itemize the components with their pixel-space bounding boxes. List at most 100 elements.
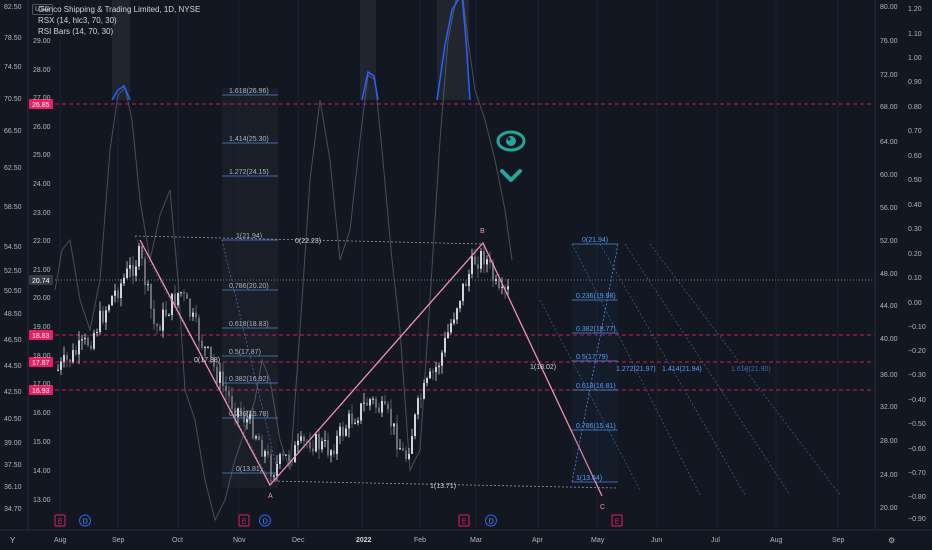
candle-body bbox=[393, 423, 395, 427]
candle-body bbox=[228, 391, 230, 397]
candle-body bbox=[171, 293, 173, 315]
bottom-left-y-button[interactable]: Y bbox=[10, 536, 16, 545]
projection-label: 1.414(21.94) bbox=[662, 366, 702, 373]
candle-body bbox=[132, 264, 134, 276]
price-axis-tick: 22.00 bbox=[33, 238, 51, 245]
price-axis-tick: 25.00 bbox=[33, 152, 51, 159]
fib-retrace-label: 1(13.64) bbox=[576, 475, 602, 482]
candle-body bbox=[441, 352, 443, 366]
price-axis-tick: 26.00 bbox=[33, 124, 51, 131]
candle-body bbox=[396, 423, 398, 450]
legend-symbol[interactable]: Genco Shipping & Trading Limited, 1D, NY… bbox=[38, 5, 201, 14]
rsx-axis-tick: 56.00 bbox=[880, 205, 898, 212]
channel-side-line bbox=[134, 235, 271, 482]
x-axis-label: Sep bbox=[832, 537, 845, 544]
candle-body bbox=[498, 279, 500, 288]
fib-retrace-label: 0(21.94) bbox=[582, 237, 608, 244]
rsi-bars-axis-tick: 0.80 bbox=[908, 104, 922, 111]
candle-body bbox=[222, 371, 224, 386]
event-marker-label: E bbox=[462, 519, 467, 526]
candle-body bbox=[321, 441, 323, 450]
channel-mid-label: 0(17.88) bbox=[194, 357, 220, 364]
fib-ext-label: 0.5(17.87) bbox=[229, 349, 261, 356]
pivot-label: A bbox=[268, 493, 273, 500]
rsi-bars-axis-tick: −0.40 bbox=[908, 397, 926, 404]
candle-body bbox=[147, 284, 149, 286]
left-axis-tick: 48.50 bbox=[4, 311, 22, 318]
candle-body bbox=[372, 398, 374, 400]
candle-body bbox=[465, 283, 467, 287]
candle-body bbox=[159, 326, 161, 331]
candle-body bbox=[63, 355, 65, 362]
candle-body bbox=[477, 264, 479, 269]
candle-body bbox=[177, 293, 179, 306]
rsi-bars-axis-tick: −0.20 bbox=[908, 348, 926, 355]
price-badge bbox=[29, 99, 53, 109]
x-axis-label: Apr bbox=[532, 537, 544, 544]
price-badge-label: 20.74 bbox=[32, 278, 50, 285]
candle-body bbox=[306, 441, 308, 443]
currency-badge: USD bbox=[32, 4, 53, 15]
event-marker-label: E bbox=[58, 519, 63, 526]
rsi-bars-axis-tick: 0.70 bbox=[908, 128, 922, 135]
candle-body bbox=[255, 436, 257, 439]
candle-body bbox=[87, 337, 89, 346]
legend-rsi-bars[interactable]: RSI Bars (14, 70, 30) bbox=[38, 27, 114, 36]
candle-body bbox=[483, 251, 485, 265]
rsi-bars-axis-tick: −0.60 bbox=[908, 446, 926, 453]
price-axis-tick: 24.00 bbox=[33, 181, 51, 188]
rsx-overbought-segment bbox=[361, 70, 379, 101]
channel-bottom-label: 1(13.71) bbox=[430, 483, 456, 490]
candle-body bbox=[384, 401, 386, 405]
candle-body bbox=[174, 293, 176, 306]
dividend-marker bbox=[259, 514, 271, 527]
rsx-axis-tick: 44.00 bbox=[880, 303, 898, 310]
candle-body bbox=[489, 259, 491, 263]
candle-body bbox=[423, 382, 425, 399]
candle-body bbox=[270, 454, 272, 477]
fib-retrace-label: 0.618(16.81) bbox=[576, 383, 616, 390]
candle-body bbox=[246, 419, 248, 423]
event-marker-label: E bbox=[242, 519, 247, 526]
channel-mid2-label: 1(18.02) bbox=[530, 364, 556, 371]
legend-rsx[interactable]: RSX (14, hlc3, 70, 30) bbox=[38, 16, 117, 25]
price-axis-tick: 19.00 bbox=[33, 324, 51, 331]
candle-body bbox=[186, 293, 188, 299]
price-badge bbox=[29, 385, 53, 395]
candle-body bbox=[114, 290, 116, 296]
candle-body bbox=[471, 256, 473, 275]
candle-body bbox=[456, 308, 458, 320]
candle-body bbox=[438, 365, 440, 368]
price-badge-label: 26.85 bbox=[32, 102, 50, 109]
candle-body bbox=[75, 350, 77, 355]
candle-body bbox=[324, 440, 326, 442]
left-axis-tick: 54.50 bbox=[4, 244, 22, 251]
candle-body bbox=[225, 385, 227, 392]
event-marker-label: D bbox=[83, 519, 88, 526]
rsx-axis-tick: 28.00 bbox=[880, 438, 898, 445]
candle-body bbox=[138, 246, 140, 267]
rsi-bars-axis-tick: 0.30 bbox=[908, 226, 922, 233]
candle-body bbox=[444, 337, 446, 353]
candle-body bbox=[210, 346, 212, 358]
rsx-axis-tick: 52.00 bbox=[880, 238, 898, 245]
candle-body bbox=[414, 414, 416, 436]
candle-body bbox=[426, 378, 428, 383]
zigzag-abc-line bbox=[139, 239, 603, 497]
left-axis-tick: 36.10 bbox=[4, 484, 22, 491]
left-axis-tick: 58.50 bbox=[4, 204, 22, 211]
fib-ext-label: 1.414(25.30) bbox=[229, 136, 269, 143]
candle-body bbox=[348, 413, 350, 429]
candle-body bbox=[126, 268, 128, 278]
rsi-bars-axis-tick: −0.10 bbox=[908, 324, 926, 331]
candle-body bbox=[459, 300, 461, 309]
fib-ext-label: 1(21.94) bbox=[236, 233, 262, 240]
candle-body bbox=[309, 442, 311, 449]
candle-body bbox=[495, 279, 497, 281]
candle-body bbox=[399, 448, 401, 450]
candle-body bbox=[189, 298, 191, 317]
bottom-right-settings-icon[interactable]: ⚙ bbox=[888, 536, 896, 545]
candle-body bbox=[207, 346, 209, 348]
projection-fan-line bbox=[571, 243, 701, 496]
